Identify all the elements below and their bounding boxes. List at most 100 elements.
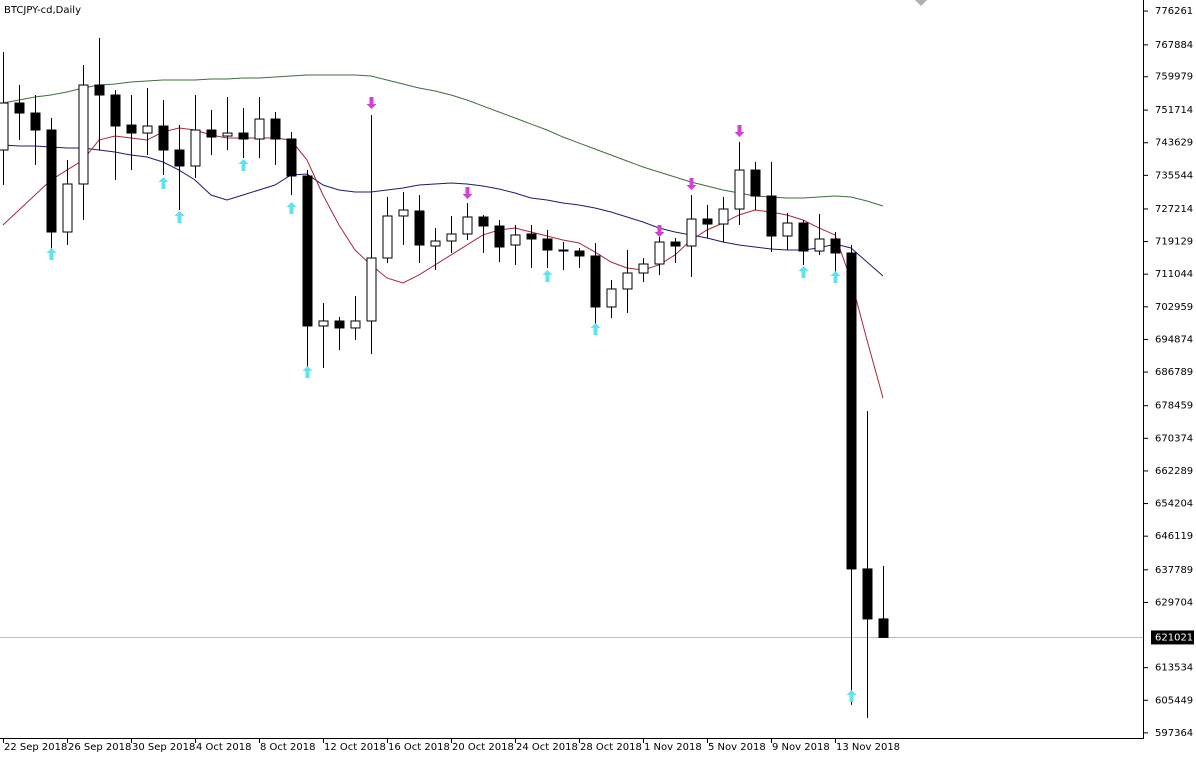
moving-average bbox=[2, 144, 884, 277]
candle-body bbox=[654, 241, 665, 265]
y-tick-label: 694874 bbox=[1155, 334, 1193, 345]
down-arrow bbox=[366, 97, 377, 110]
y-tick-label: 686789 bbox=[1155, 367, 1193, 378]
x-tick-label: 26 Sep 2018 bbox=[68, 742, 131, 753]
down-arrow bbox=[734, 125, 745, 138]
down-arrow bbox=[654, 225, 665, 238]
x-tick-label: 4 Oct 2018 bbox=[196, 742, 251, 753]
candle-body bbox=[318, 320, 329, 327]
x-tick-label: 1 Nov 2018 bbox=[644, 742, 702, 753]
candle-body bbox=[782, 222, 793, 237]
candle-body bbox=[766, 195, 777, 237]
x-tick-label: 16 Oct 2018 bbox=[388, 742, 450, 753]
candle-body bbox=[638, 263, 649, 274]
x-tick-label: 13 Nov 2018 bbox=[836, 742, 900, 753]
candle-body bbox=[510, 234, 521, 246]
candle-body bbox=[94, 84, 105, 96]
candle-body bbox=[606, 288, 617, 308]
up-arrow bbox=[846, 689, 857, 702]
candle-body bbox=[78, 84, 89, 185]
x-tick-label: 20 Oct 2018 bbox=[452, 742, 514, 753]
price-label-box bbox=[1151, 630, 1194, 645]
candle-body bbox=[142, 125, 153, 134]
candle-body bbox=[478, 216, 489, 227]
y-tick-label: 702959 bbox=[1155, 302, 1193, 313]
candle-body bbox=[670, 241, 681, 247]
candle-body bbox=[526, 233, 537, 240]
y-tick-label: 719129 bbox=[1155, 237, 1193, 248]
shift-marker bbox=[915, 0, 927, 6]
up-arrow bbox=[830, 271, 841, 284]
candle-body bbox=[222, 132, 233, 137]
candle-body bbox=[270, 118, 281, 140]
y-tick-label: 629704 bbox=[1155, 597, 1193, 608]
candle-body bbox=[286, 138, 297, 177]
up-arrow bbox=[590, 322, 601, 335]
candle-body bbox=[62, 183, 73, 233]
candle-body bbox=[110, 94, 121, 127]
candle-body bbox=[126, 124, 137, 134]
y-tick-label: 759979 bbox=[1155, 72, 1193, 83]
y-tick-label: 637789 bbox=[1155, 565, 1193, 576]
candle-body bbox=[238, 132, 249, 140]
candle-body bbox=[462, 216, 473, 235]
candle-body bbox=[846, 252, 857, 570]
y-tick-label: 743629 bbox=[1155, 138, 1193, 149]
y-tick-label: 678459 bbox=[1155, 401, 1193, 412]
x-tick-label: 9 Nov 2018 bbox=[772, 742, 830, 753]
candle-body bbox=[702, 218, 713, 225]
x-tick-label: 12 Oct 2018 bbox=[324, 742, 386, 753]
candle-body bbox=[830, 238, 841, 254]
up-arrow bbox=[798, 265, 809, 278]
candle-body bbox=[862, 568, 873, 620]
up-arrow bbox=[174, 211, 185, 224]
candle-body bbox=[542, 238, 553, 251]
candle-body bbox=[734, 169, 745, 210]
candle-body bbox=[14, 102, 25, 114]
candle-body bbox=[0, 102, 9, 151]
y-tick-label: 654204 bbox=[1155, 499, 1193, 510]
candle-body bbox=[414, 210, 425, 246]
x-tick-label: 5 Nov 2018 bbox=[708, 742, 766, 753]
candle-body bbox=[878, 618, 889, 638]
candle-body bbox=[46, 129, 57, 233]
y-tick-label: 662289 bbox=[1155, 466, 1193, 477]
candle-body bbox=[686, 218, 697, 247]
plot-area bbox=[0, 38, 1143, 718]
y-tick-label: 776261 bbox=[1155, 6, 1193, 17]
candle-body bbox=[590, 255, 601, 308]
candle-body bbox=[814, 238, 825, 252]
up-arrow bbox=[542, 269, 553, 282]
candle-body bbox=[350, 320, 361, 329]
candle-body bbox=[558, 249, 569, 252]
candle-body bbox=[30, 112, 41, 131]
candle-body bbox=[750, 169, 761, 197]
x-tick-label: 28 Oct 2018 bbox=[580, 742, 642, 753]
up-arrow bbox=[46, 247, 57, 260]
y-tick-label: 711044 bbox=[1155, 269, 1193, 280]
candle-body bbox=[334, 320, 345, 329]
y-tick-label: 613534 bbox=[1155, 663, 1193, 674]
y-tick-label: 670374 bbox=[1155, 433, 1193, 444]
candle-body bbox=[174, 149, 185, 167]
up-arrow bbox=[158, 177, 169, 190]
chart-title: BTCJPY-cd,Daily bbox=[4, 5, 81, 16]
candle-body bbox=[190, 129, 201, 167]
x-tick-label: 22 Sep 2018 bbox=[4, 742, 67, 753]
y-tick-label: 735544 bbox=[1155, 170, 1193, 181]
candle-body bbox=[366, 257, 377, 322]
candle-body bbox=[446, 233, 457, 242]
candle-body bbox=[622, 272, 633, 290]
candle-body bbox=[254, 118, 265, 140]
candle-body bbox=[382, 215, 393, 259]
candle-body bbox=[398, 209, 409, 217]
candle-body bbox=[798, 222, 809, 252]
y-tick-label: 646119 bbox=[1155, 531, 1193, 542]
moving-average bbox=[2, 127, 884, 399]
y-tick-label: 751714 bbox=[1155, 105, 1193, 116]
up-arrow bbox=[238, 159, 249, 172]
y-tick-label: 767884 bbox=[1155, 40, 1193, 51]
up-arrow bbox=[286, 202, 297, 215]
